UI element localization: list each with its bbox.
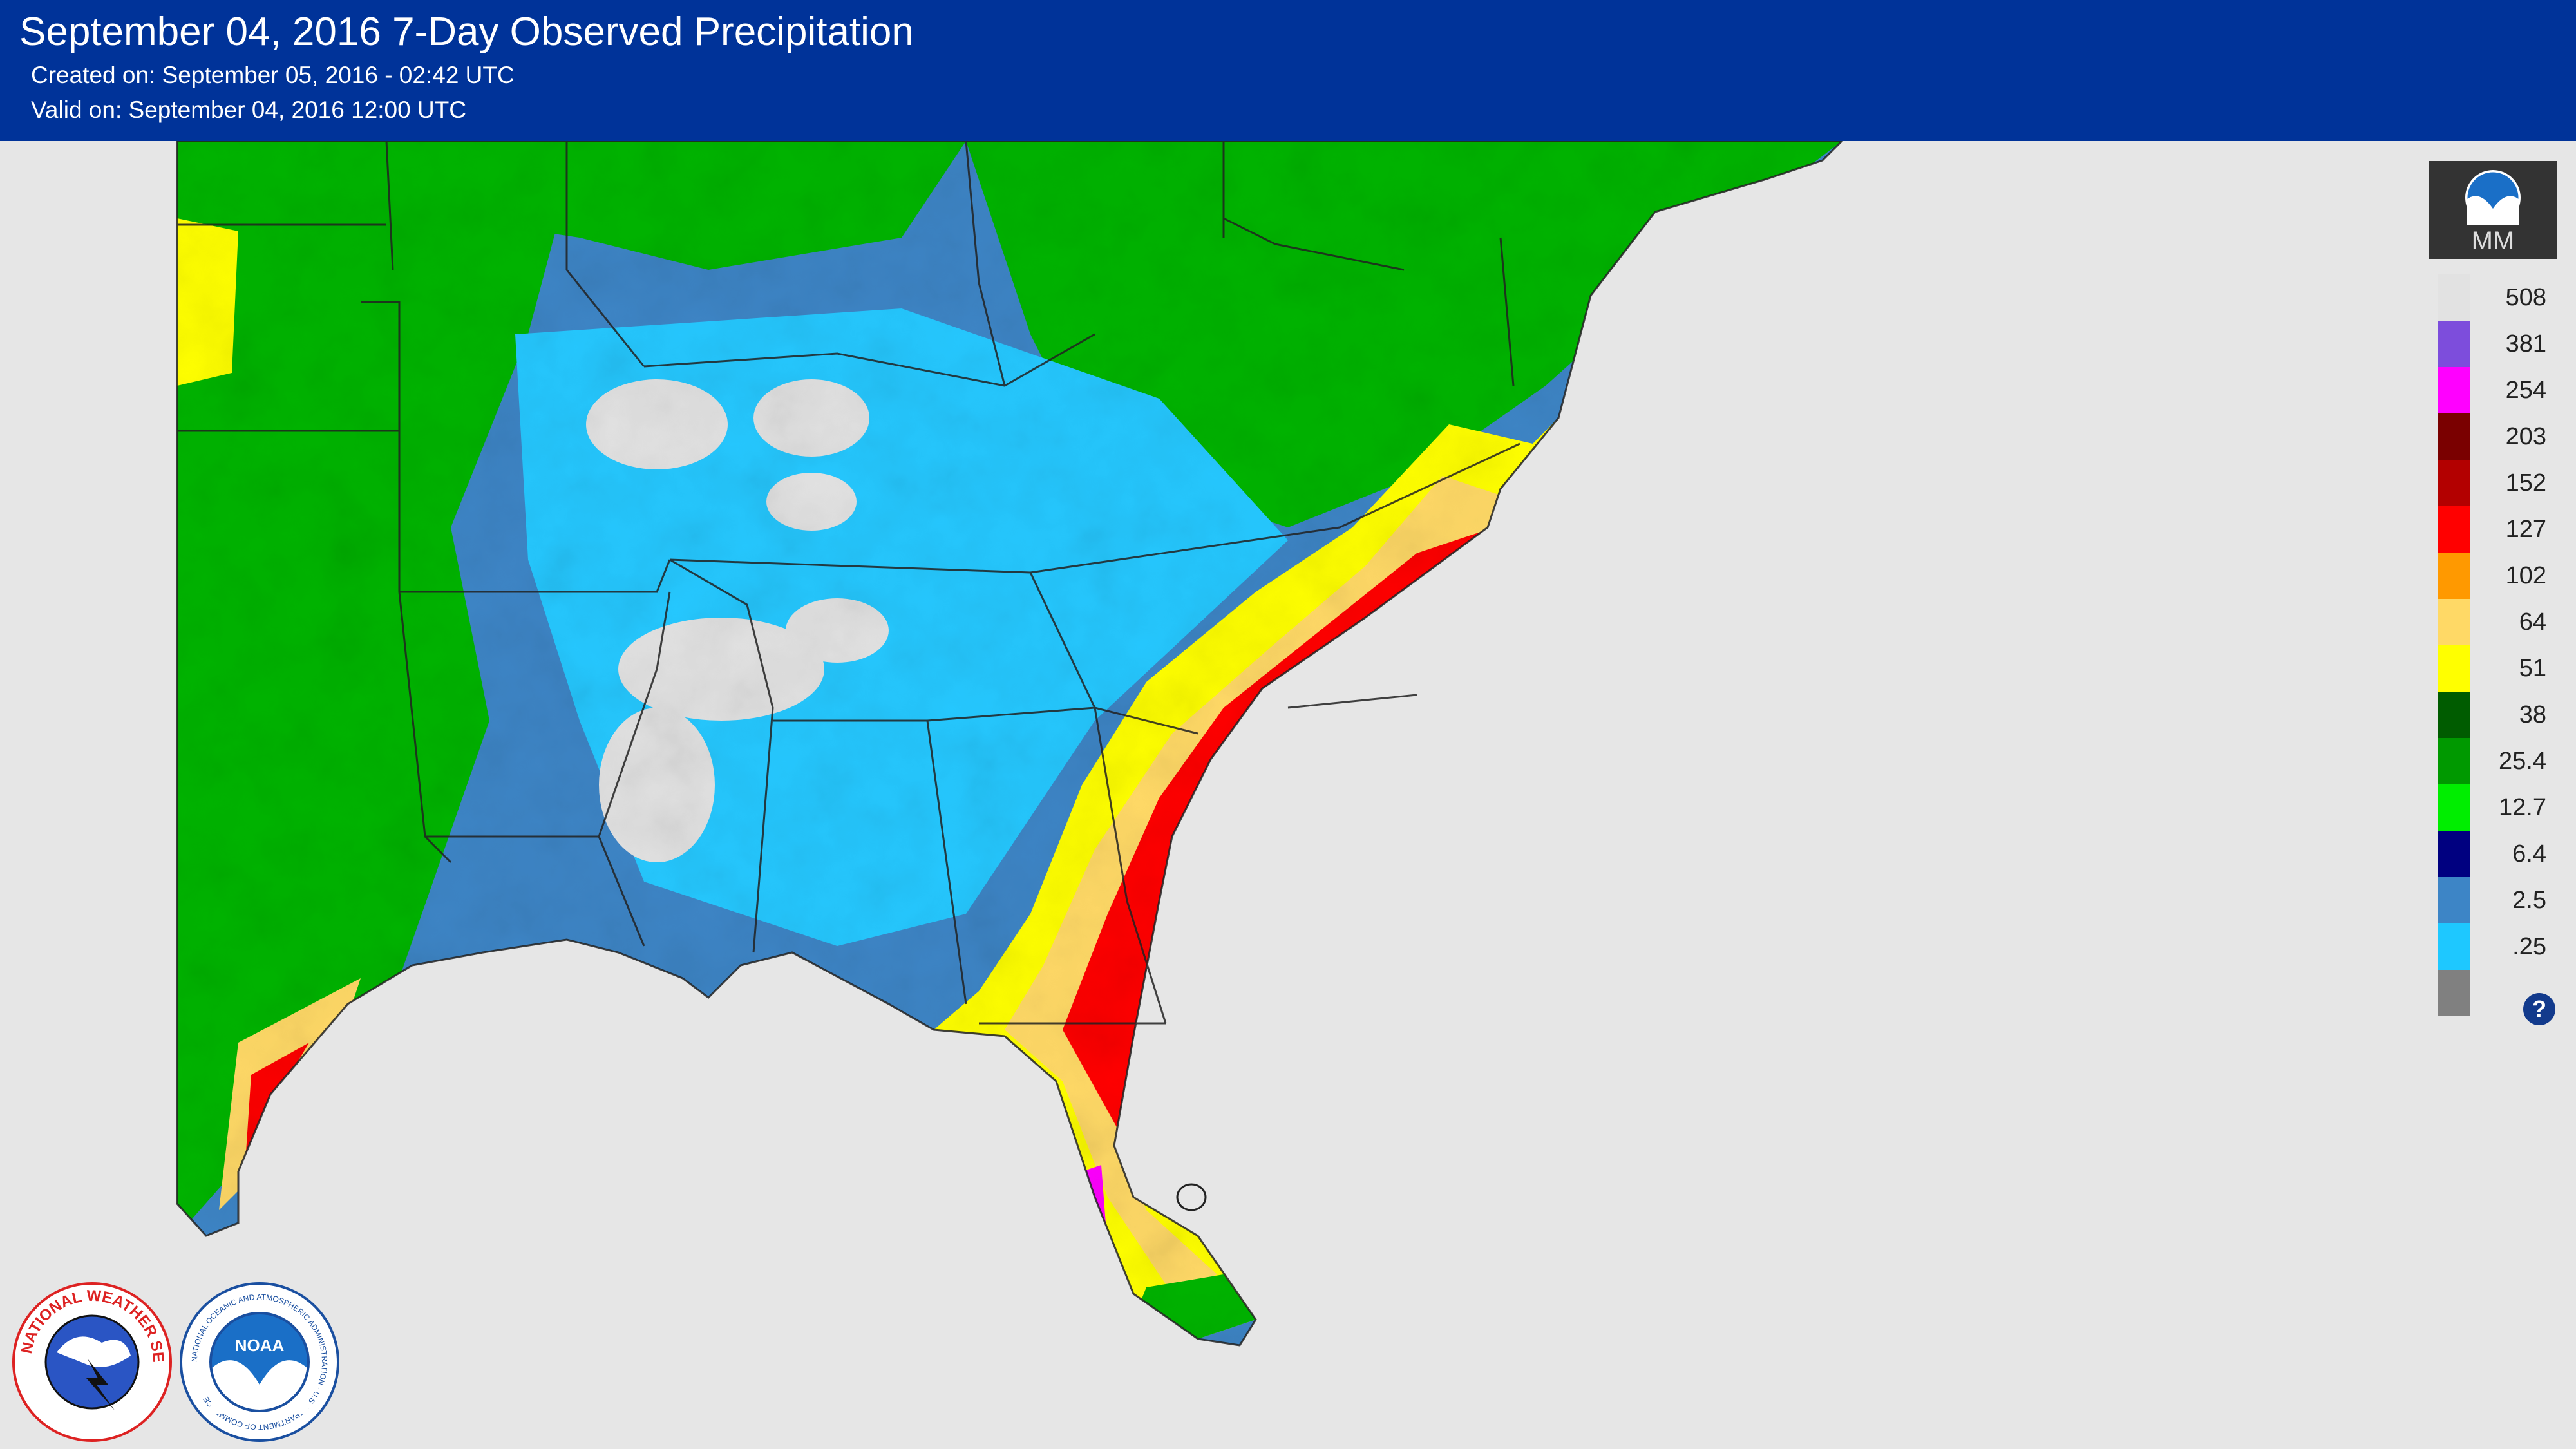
created-timestamp: Created on: September 05, 2016 - 02:42 U…: [31, 62, 515, 88]
header-bar: September 04, 2016 7-Day Observed Precip…: [0, 0, 2576, 141]
legend-header: MM: [2429, 161, 2557, 259]
noaa-logo-text: NOAA: [235, 1336, 285, 1355]
legend-label: .25: [2512, 933, 2546, 960]
legend-swatch: [2438, 692, 2470, 738]
noaa-logo: NATIONAL OCEANIC AND ATMOSPHERIC ADMINIS…: [179, 1282, 340, 1443]
legend-unit: MM: [2471, 227, 2515, 255]
nws-logo: NATIONAL WEATHER SERVICE: [6, 1268, 173, 1443]
legend-label: 102: [2505, 562, 2546, 589]
legend-label: 25.4: [2499, 748, 2546, 775]
legend-swatch: [2438, 877, 2470, 923]
page-title: September 04, 2016 7-Day Observed Precip…: [19, 10, 914, 54]
legend-label: 12.7: [2499, 794, 2546, 821]
legend-swatch: [2438, 784, 2470, 831]
legend-label: 51: [2519, 655, 2546, 682]
legend-label: 64: [2519, 609, 2546, 636]
state-boundaries: [176, 141, 1843, 1347]
lake-okeechobee: [1176, 1183, 1207, 1211]
help-button[interactable]: ?: [2523, 993, 2555, 1025]
legend-label: 38: [2519, 701, 2546, 728]
legend-swatch: [2438, 274, 2470, 321]
legend-label: 6.4: [2512, 840, 2546, 867]
legend-label: 2.5: [2512, 887, 2546, 914]
legend-swatch: [2438, 413, 2470, 460]
legend-label: 127: [2505, 516, 2546, 543]
legend-label: 203: [2505, 423, 2546, 450]
legend-swatch: [2438, 599, 2470, 645]
legend-swatch: [2438, 831, 2470, 877]
legend-swatch: [2438, 460, 2470, 506]
legend-labels: 508 381 254 203 152 127 102 64 51 38 25.4 12.7 6.4 2.…: [2476, 274, 2557, 970]
land-area: [177, 141, 1842, 1345]
legend-label: 152: [2505, 469, 2546, 497]
legend-label: 254: [2505, 377, 2546, 404]
legend-swatch-base: [2438, 970, 2470, 1016]
color-ramp: [2438, 274, 2474, 1016]
legend-swatch: [2438, 645, 2470, 692]
legend-swatch: [2438, 738, 2470, 784]
legend-swatch: [2438, 553, 2470, 599]
legend-swatch: [2438, 367, 2470, 413]
precipitation-map[interactable]: [0, 141, 2383, 1449]
noaa-badge-icon: [2465, 170, 2521, 225]
legend-label: 508: [2505, 284, 2546, 311]
legend-label: 381: [2505, 330, 2546, 357]
legend-swatch: [2438, 321, 2470, 367]
legend-swatch: [2438, 506, 2470, 553]
legend-swatch: [2438, 923, 2470, 970]
valid-timestamp: Valid on: September 04, 2016 12:00 UTC: [31, 97, 467, 123]
